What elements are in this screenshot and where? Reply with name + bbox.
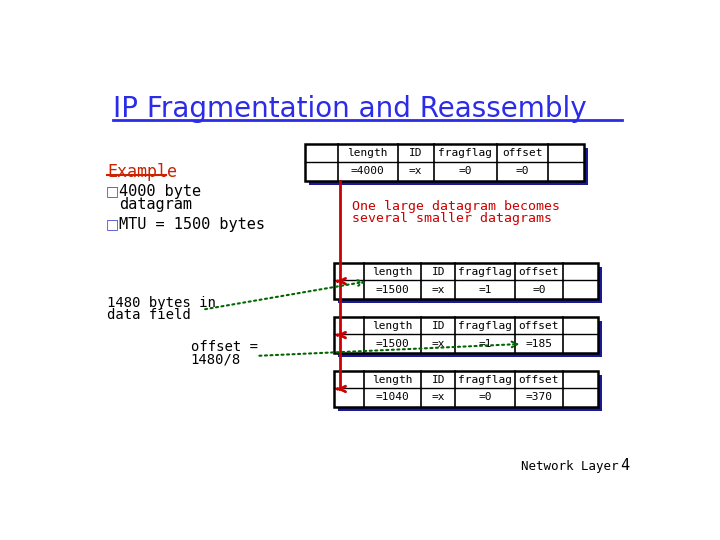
Text: offset: offset	[518, 321, 559, 331]
Text: fragflag: fragflag	[458, 321, 512, 331]
Text: MTU = 1500 bytes: MTU = 1500 bytes	[120, 217, 266, 232]
Text: =0: =0	[459, 166, 472, 177]
Text: length: length	[372, 267, 413, 277]
Text: ID: ID	[431, 321, 445, 331]
Text: =x: =x	[431, 393, 445, 402]
Text: 1480 bytes in: 1480 bytes in	[107, 296, 216, 310]
Text: =185: =185	[526, 339, 552, 349]
Text: data field: data field	[107, 308, 191, 322]
Text: Example: Example	[107, 164, 177, 181]
Text: fragflag: fragflag	[458, 267, 512, 277]
FancyBboxPatch shape	[338, 267, 601, 303]
Text: several smaller datagrams: several smaller datagrams	[352, 212, 552, 225]
Text: offset: offset	[518, 375, 559, 385]
Text: 4: 4	[620, 458, 629, 473]
Text: One large datagram becomes: One large datagram becomes	[352, 200, 560, 213]
Text: length: length	[347, 148, 388, 158]
Text: □: □	[106, 217, 119, 231]
Text: fragflag: fragflag	[438, 148, 492, 158]
Text: 1480/8: 1480/8	[191, 353, 241, 367]
Text: =0: =0	[478, 393, 492, 402]
FancyBboxPatch shape	[334, 264, 598, 299]
Text: =1: =1	[478, 285, 492, 295]
Text: =4000: =4000	[351, 166, 384, 177]
FancyBboxPatch shape	[338, 375, 601, 410]
Text: =370: =370	[526, 393, 552, 402]
Text: =x: =x	[431, 285, 445, 295]
Text: IP Fragmentation and Reassembly: IP Fragmentation and Reassembly	[113, 96, 587, 124]
Text: ID: ID	[431, 267, 445, 277]
Text: offset =: offset =	[191, 340, 258, 354]
Text: length: length	[372, 375, 413, 385]
Text: =1: =1	[478, 339, 492, 349]
Text: □: □	[106, 184, 119, 198]
FancyBboxPatch shape	[334, 372, 598, 407]
Text: offset: offset	[518, 267, 559, 277]
Text: offset: offset	[502, 148, 543, 158]
Text: datagram: datagram	[120, 197, 192, 212]
FancyBboxPatch shape	[310, 148, 588, 185]
FancyBboxPatch shape	[305, 144, 585, 181]
Text: =x: =x	[431, 339, 445, 349]
Text: =0: =0	[516, 166, 529, 177]
Text: length: length	[372, 321, 413, 331]
Text: =1040: =1040	[376, 393, 410, 402]
FancyBboxPatch shape	[334, 318, 598, 353]
Text: Network Layer: Network Layer	[521, 460, 618, 473]
Text: =x: =x	[409, 166, 423, 177]
Text: =1500: =1500	[376, 285, 410, 295]
Text: =0: =0	[532, 285, 546, 295]
FancyBboxPatch shape	[338, 321, 601, 356]
Text: ID: ID	[409, 148, 423, 158]
Text: ID: ID	[431, 375, 445, 385]
Text: fragflag: fragflag	[458, 375, 512, 385]
Text: 4000 byte: 4000 byte	[120, 184, 202, 199]
Text: =1500: =1500	[376, 339, 410, 349]
